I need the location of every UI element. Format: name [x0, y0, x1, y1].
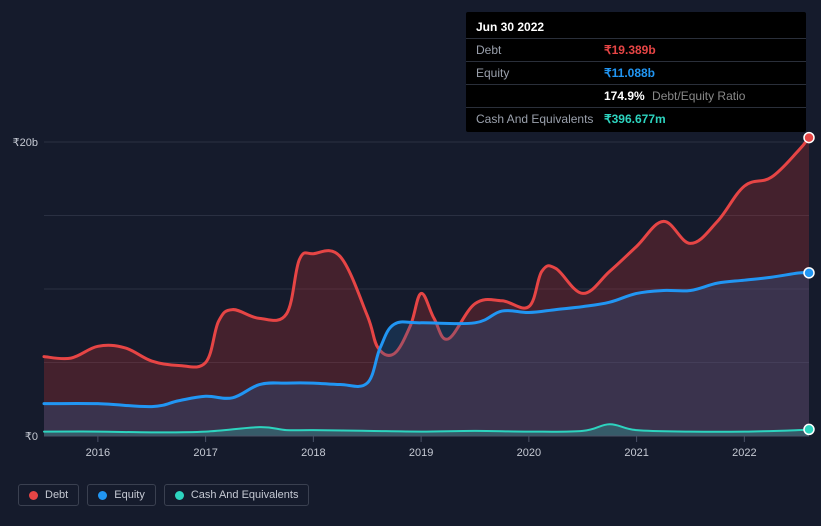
legend-item[interactable]: Debt [18, 484, 79, 506]
tooltip-row-debt: Debt ₹19.389b [466, 39, 806, 62]
chart-legend: Debt Equity Cash And Equivalents [18, 484, 309, 506]
tooltip-equity-label: Equity [476, 66, 604, 80]
svg-text:₹0: ₹0 [25, 431, 38, 443]
legend-label: Debt [45, 489, 68, 501]
tooltip-row-cash: Cash And Equivalents ₹396.677m [466, 108, 806, 130]
svg-text:2019: 2019 [409, 447, 433, 459]
legend-label: Cash And Equivalents [191, 489, 299, 501]
legend-marker-icon [98, 491, 107, 500]
svg-text:2020: 2020 [517, 447, 541, 459]
legend-marker-icon [175, 491, 184, 500]
svg-text:2022: 2022 [732, 447, 756, 459]
tooltip-row-equity: Equity ₹11.088b [466, 62, 806, 85]
tooltip-equity-value: ₹11.088b [604, 66, 655, 80]
svg-text:2021: 2021 [624, 447, 648, 459]
chart-tooltip: Jun 30 2022 Debt ₹19.389b Equity ₹11.088… [466, 12, 806, 132]
legend-marker-icon [29, 491, 38, 500]
tooltip-row-ratio: 174.9% Debt/Equity Ratio [466, 85, 806, 108]
tooltip-date: Jun 30 2022 [466, 14, 806, 39]
legend-item[interactable]: Cash And Equivalents [164, 484, 310, 506]
legend-label: Equity [114, 489, 145, 501]
tooltip-cash-label: Cash And Equivalents [476, 112, 604, 126]
tooltip-ratio-label: Debt/Equity Ratio [652, 89, 745, 103]
svg-text:2018: 2018 [301, 447, 325, 459]
tooltip-ratio-spacer [476, 89, 604, 103]
tooltip-debt-value: ₹19.389b [604, 43, 656, 57]
tooltip-ratio-value: 174.9% [604, 89, 645, 103]
svg-text:2017: 2017 [193, 447, 217, 459]
tooltip-cash-value: ₹396.677m [604, 112, 666, 126]
legend-item[interactable]: Equity [87, 484, 156, 506]
svg-text:2016: 2016 [86, 447, 110, 459]
svg-text:₹20b: ₹20b [13, 137, 38, 149]
tooltip-debt-label: Debt [476, 43, 604, 57]
